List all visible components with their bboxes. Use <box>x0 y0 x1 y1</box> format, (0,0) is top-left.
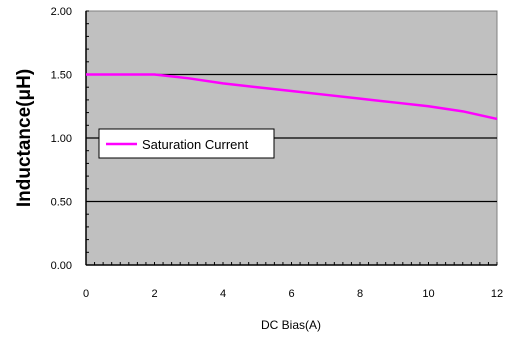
y-axis-title: Inductance(μH) <box>14 69 35 207</box>
x-tick-label: 6 <box>288 288 294 300</box>
y-tick-label: 1.00 <box>51 133 72 145</box>
legend-label: Saturation Current <box>142 137 249 152</box>
y-tick-labels: 0.00 0.50 1.00 1.50 2.00 <box>51 6 72 272</box>
x-tick-label: 0 <box>83 288 89 300</box>
x-tick-label: 8 <box>357 288 363 300</box>
y-tick-label: 0.50 <box>51 197 72 209</box>
x-axis-title: DC Bias(A) <box>261 318 321 332</box>
y-tick-label: 2.00 <box>51 6 72 18</box>
x-tick-label: 2 <box>151 288 157 300</box>
y-tick-label: 0.00 <box>51 260 72 272</box>
x-tick-labels: 0 2 4 6 8 10 12 <box>83 288 503 300</box>
legend: Saturation Current <box>98 128 275 159</box>
series-line <box>86 73 498 121</box>
x-tick-label: 4 <box>220 288 226 300</box>
x-tick-label: 10 <box>422 288 434 300</box>
x-tick-label: 12 <box>491 288 503 300</box>
series-layer <box>86 73 498 121</box>
y-tick-label: 1.50 <box>51 70 72 82</box>
